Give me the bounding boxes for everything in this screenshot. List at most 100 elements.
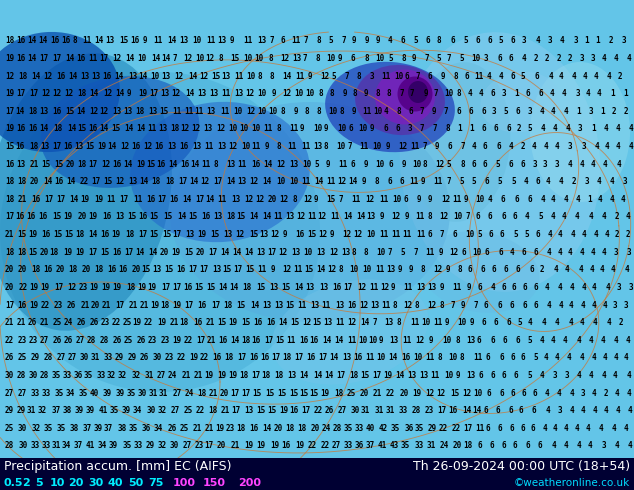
- Text: 19: 19: [157, 318, 166, 327]
- Text: 7: 7: [444, 107, 448, 116]
- Text: 13: 13: [179, 36, 188, 45]
- Text: 4: 4: [541, 318, 546, 327]
- Text: 12: 12: [353, 230, 362, 239]
- Text: 17: 17: [178, 177, 187, 186]
- Text: 4: 4: [540, 124, 545, 133]
- Text: 5: 5: [503, 107, 508, 116]
- Text: 35: 35: [129, 424, 138, 433]
- Text: 19: 19: [112, 230, 120, 239]
- Text: 4: 4: [564, 424, 568, 433]
- Text: 4: 4: [551, 195, 555, 204]
- Text: 28: 28: [87, 336, 96, 345]
- Text: 14: 14: [167, 36, 176, 45]
- Text: 16: 16: [448, 406, 458, 415]
- Text: 16: 16: [5, 160, 14, 169]
- Text: 11: 11: [217, 195, 227, 204]
- Text: 13: 13: [274, 300, 283, 310]
- Text: 2: 2: [615, 230, 619, 239]
- Text: 10: 10: [233, 107, 243, 116]
- Text: 21: 21: [194, 371, 203, 380]
- Text: 17: 17: [53, 54, 61, 63]
- Text: 19: 19: [279, 406, 288, 415]
- Text: 19: 19: [133, 318, 142, 327]
- Text: 11: 11: [359, 142, 368, 151]
- Text: 19: 19: [270, 441, 280, 450]
- Text: 39: 39: [103, 389, 112, 397]
- Text: 22: 22: [321, 441, 330, 450]
- Text: 26: 26: [63, 336, 73, 345]
- Text: 9: 9: [391, 283, 396, 292]
- Text: 16: 16: [44, 265, 53, 274]
- Text: 4: 4: [626, 213, 630, 221]
- Text: 6: 6: [526, 441, 530, 450]
- Text: 17: 17: [5, 300, 14, 310]
- Text: 22: 22: [200, 353, 209, 363]
- Text: 5: 5: [498, 36, 503, 45]
- Text: 6: 6: [448, 142, 452, 151]
- Text: 8: 8: [375, 177, 379, 186]
- Text: 13: 13: [158, 124, 167, 133]
- Text: 4: 4: [592, 283, 597, 292]
- Text: 5: 5: [496, 160, 500, 169]
- Text: 12: 12: [282, 265, 292, 274]
- Text: 6: 6: [497, 54, 501, 63]
- Text: 9: 9: [416, 195, 421, 204]
- Text: 4: 4: [616, 160, 621, 169]
- Text: 13: 13: [285, 213, 294, 221]
- Text: 13: 13: [427, 283, 437, 292]
- Text: 37: 37: [51, 406, 61, 415]
- Text: 11: 11: [403, 283, 413, 292]
- Text: 14: 14: [100, 124, 109, 133]
- Text: 3: 3: [369, 72, 374, 80]
- Text: 4: 4: [605, 142, 609, 151]
- Text: 16: 16: [252, 160, 261, 169]
- Text: 17: 17: [372, 371, 382, 380]
- Text: 28: 28: [39, 371, 49, 380]
- Text: 21: 21: [193, 424, 202, 433]
- Text: 13: 13: [417, 283, 425, 292]
- Text: 20: 20: [268, 195, 277, 204]
- Text: 10: 10: [366, 230, 375, 239]
- Text: 11: 11: [391, 230, 400, 239]
- Text: 18: 18: [135, 107, 145, 116]
- Text: 9: 9: [404, 213, 409, 221]
- Text: 17: 17: [265, 336, 274, 345]
- Text: 13: 13: [466, 371, 476, 380]
- Text: 24: 24: [64, 318, 74, 327]
- Text: 4: 4: [586, 424, 590, 433]
- Text: 30: 30: [18, 441, 27, 450]
- Text: 13: 13: [269, 283, 278, 292]
- Text: 27: 27: [40, 336, 49, 345]
- Text: 1: 1: [610, 89, 615, 98]
- Text: 39: 39: [121, 406, 131, 415]
- Text: 12: 12: [463, 389, 472, 397]
- Text: 19: 19: [30, 283, 39, 292]
- Text: 9: 9: [470, 318, 474, 327]
- Text: 19: 19: [41, 283, 50, 292]
- Text: 15: 15: [28, 247, 37, 257]
- Text: 15: 15: [277, 389, 286, 397]
- Text: 16: 16: [169, 195, 178, 204]
- Text: 4: 4: [572, 72, 576, 80]
- Text: 10: 10: [373, 107, 382, 116]
- Text: 8: 8: [460, 353, 464, 363]
- Text: 35: 35: [391, 424, 400, 433]
- Text: 6: 6: [512, 213, 517, 221]
- Text: 13: 13: [185, 230, 195, 239]
- Text: 5: 5: [524, 230, 529, 239]
- Text: 6: 6: [514, 371, 518, 380]
- Text: 6: 6: [532, 389, 537, 397]
- Text: 11: 11: [415, 213, 424, 221]
- Text: 32: 32: [157, 441, 166, 450]
- Text: 14: 14: [138, 72, 148, 80]
- Text: 8: 8: [318, 89, 323, 98]
- Text: 19: 19: [412, 389, 421, 397]
- Text: 6: 6: [534, 247, 538, 257]
- Text: 14: 14: [124, 124, 133, 133]
- Text: 13: 13: [257, 36, 266, 45]
- Text: 22: 22: [80, 177, 89, 186]
- Text: 5: 5: [413, 36, 418, 45]
- Text: 16: 16: [260, 353, 269, 363]
- Text: 6: 6: [453, 230, 457, 239]
- Text: 18: 18: [262, 371, 271, 380]
